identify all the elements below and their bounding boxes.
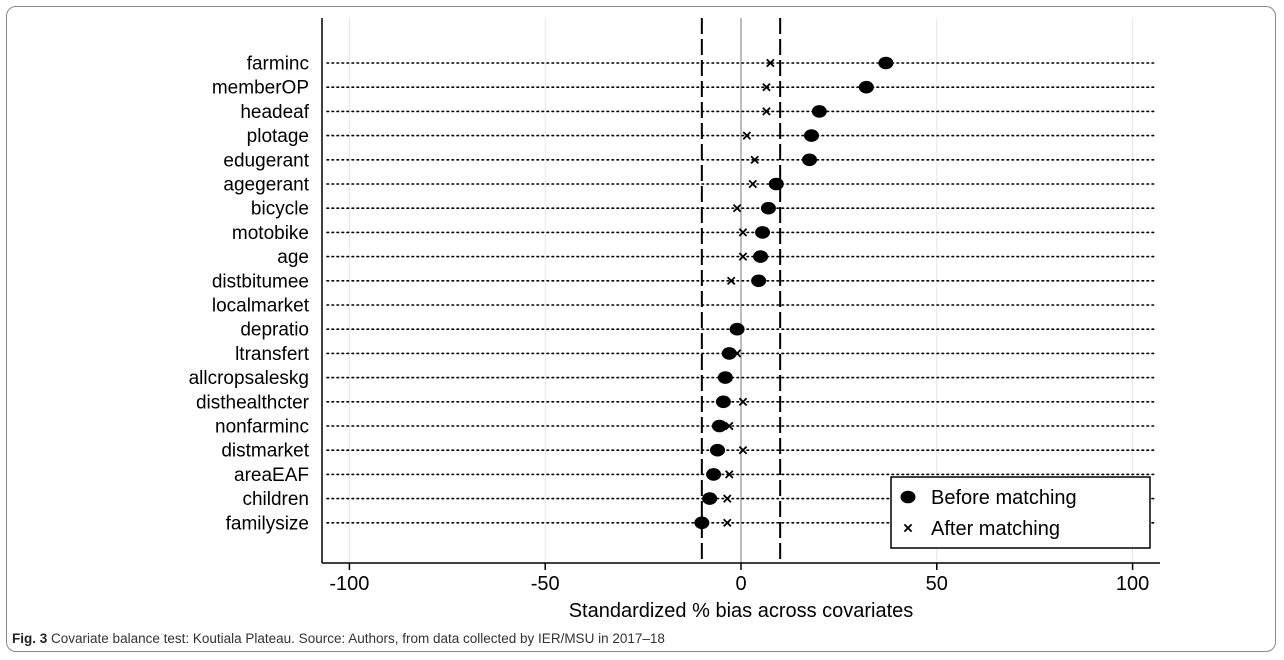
before-matching-point: [753, 250, 769, 263]
category-label: bicycle: [251, 199, 309, 220]
after-matching-point: [742, 131, 752, 140]
category-label: ltransfert: [235, 344, 310, 365]
legend-after-label: After matching: [931, 518, 1060, 540]
after-matching-point: [738, 397, 748, 407]
after-matching-point: [766, 58, 775, 68]
category-label: depratio: [240, 320, 309, 341]
legend-before-marker: [900, 490, 916, 504]
before-matching-point: [706, 468, 722, 481]
x-tick-label: 50: [926, 573, 948, 595]
after-matching-point: [738, 252, 748, 261]
category-label: distbitumee: [212, 271, 309, 292]
category-label: areaEAF: [234, 465, 309, 486]
before-matching-point: [858, 80, 874, 94]
after-matching-point: [738, 228, 748, 237]
after-matching-point: [762, 82, 771, 92]
before-matching-point: [760, 201, 776, 215]
before-matching-point: [878, 56, 894, 70]
after-matching-point: [748, 179, 757, 189]
after-matching-point: [725, 470, 734, 479]
x-tick-label: 0: [735, 573, 746, 595]
before-matching-point: [710, 443, 726, 457]
after-matching-point: [732, 203, 742, 213]
before-matching-point: [721, 347, 737, 360]
before-matching-point: [751, 274, 767, 288]
before-matching-point: [768, 177, 784, 191]
category-label: memberOP: [212, 78, 309, 99]
category-label: age: [277, 247, 309, 268]
x-tick-label: -50: [531, 573, 560, 595]
category-label: distmarket: [221, 441, 309, 462]
legend-before-label: Before matching: [931, 487, 1077, 509]
before-matching-point: [729, 322, 745, 336]
after-matching-point: [738, 445, 748, 455]
after-matching-point: [723, 494, 732, 503]
category-label: farminc: [247, 54, 309, 75]
category-label: allcropsaleskg: [189, 368, 309, 389]
before-matching-point: [715, 395, 731, 409]
after-matching-point: [762, 107, 771, 116]
after-matching-point: [723, 518, 732, 528]
category-label: motobike: [232, 223, 309, 244]
before-matching-point: [811, 105, 827, 118]
legend-box: [890, 476, 1151, 549]
caption-label: Fig. 3: [12, 631, 48, 646]
bias-dot-plot: farminc memberOP headeaf plotage edugerant ag…: [189, 18, 1160, 622]
legend-after-marker: [903, 523, 913, 533]
category-label: nonfarminc: [215, 417, 309, 438]
before-matching-point: [711, 419, 727, 433]
category-label: edugerant: [223, 150, 309, 171]
before-matching-point: [694, 516, 710, 530]
caption-text: Covariate balance test: Koutiala Plateau…: [51, 631, 665, 646]
before-matching-point: [803, 129, 819, 142]
category-label: localmarket: [212, 296, 310, 317]
category-label: plotage: [247, 126, 309, 147]
before-matching-point: [755, 226, 771, 239]
category-label: headeaf: [240, 102, 309, 123]
before-matching-point: [802, 153, 818, 167]
x-axis-title: Standardized % bias across covariates: [569, 600, 914, 622]
x-tick-label: -100: [329, 573, 369, 595]
figure-caption: Fig. 3 Covariate balance test: Koutiala …: [12, 631, 665, 646]
category-label: familysize: [226, 513, 309, 534]
before-matching-point: [717, 371, 733, 384]
after-matching-point: [725, 421, 734, 431]
figure-frame: [6, 6, 1276, 652]
before-matching-point: [702, 492, 718, 505]
category-label: children: [242, 489, 309, 510]
category-label: disthealthcter: [196, 392, 310, 413]
category-label: agegerant: [223, 175, 309, 196]
x-tick-label: 100: [1116, 573, 1149, 595]
after-matching-point: [750, 155, 759, 165]
after-matching-point: [726, 276, 736, 286]
